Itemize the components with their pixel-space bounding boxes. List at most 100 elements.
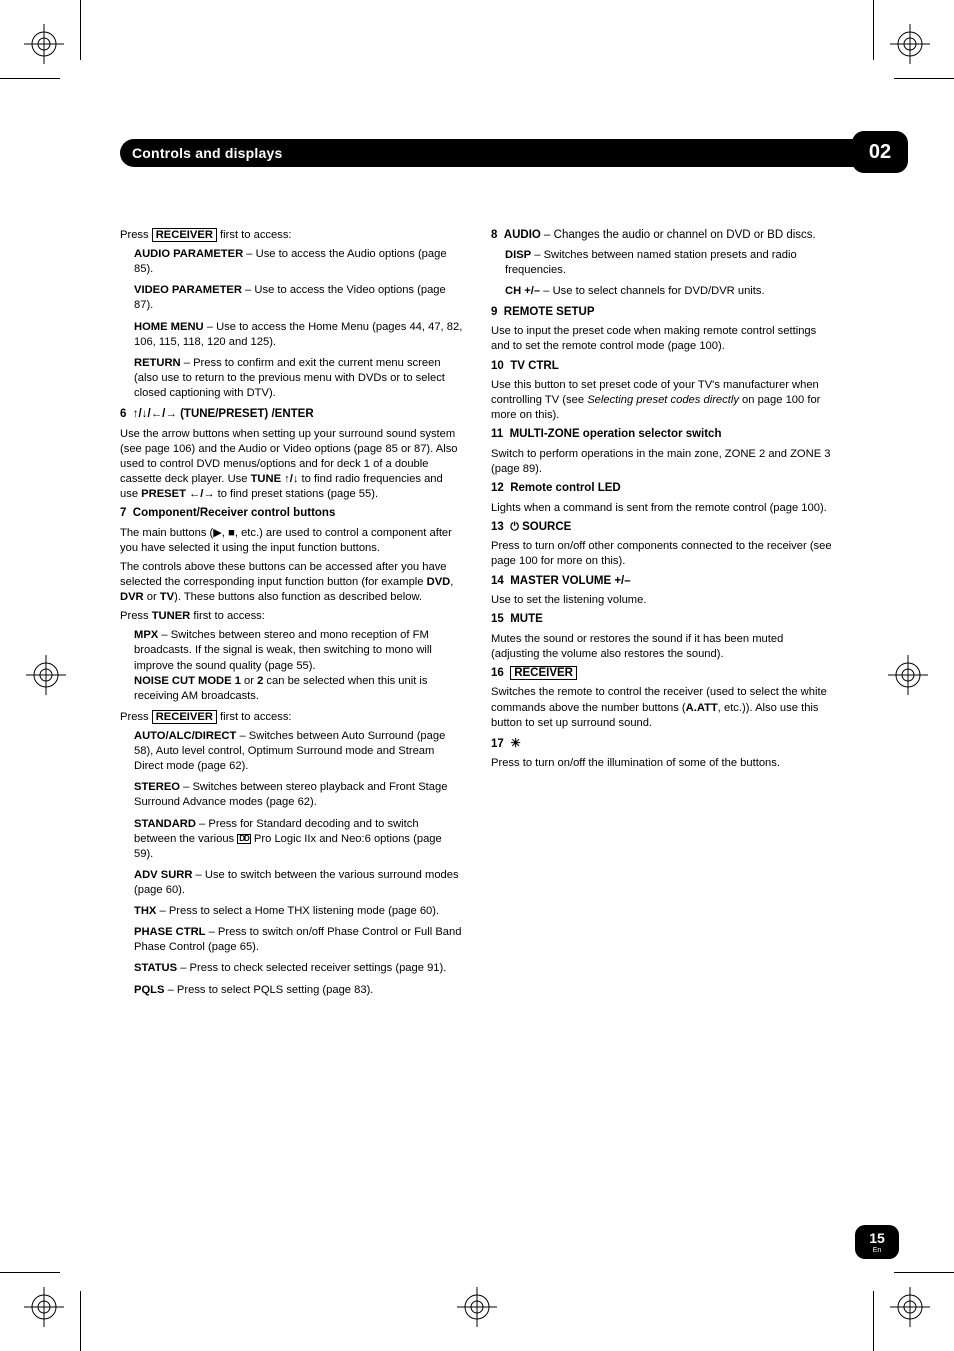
list-item: STANDARD – Press for Standard decoding a…	[134, 817, 463, 862]
crop-mark-icon	[873, 0, 874, 60]
heading-number: 14	[491, 575, 504, 587]
heading-number: 17	[491, 738, 504, 750]
heading-number: 13	[491, 521, 504, 533]
heading-number: 12	[491, 482, 504, 494]
light-icon	[510, 738, 521, 750]
arrow-icon: ←/→	[189, 488, 214, 500]
heading-number: 9	[491, 306, 497, 318]
paragraph: Use to set the listening volume.	[491, 593, 834, 608]
list-item: AUDIO PARAMETER – Use to access the Audi…	[134, 247, 463, 277]
registration-mark-icon	[888, 655, 928, 695]
page-number-badge: 15 En	[855, 1225, 899, 1259]
paragraph: Press to turn on/off the illumination of…	[491, 756, 834, 771]
paragraph: The main buttons (▶, ■, etc.) are used t…	[120, 526, 463, 556]
text: – Switches between named station presets…	[505, 249, 797, 276]
term: TUNER	[152, 610, 191, 622]
heading-number: 11	[491, 428, 503, 440]
registration-mark-icon	[24, 1287, 64, 1327]
text: first to access:	[217, 229, 292, 241]
term: DVR	[120, 591, 144, 603]
list-item: CH +/– – Use to select channels for DVD/…	[505, 284, 834, 299]
term: TUNE	[251, 473, 285, 485]
text: to find preset stations (page 55).	[215, 488, 379, 500]
term: AUDIO	[504, 229, 541, 241]
term: TV	[160, 591, 174, 603]
receiver-label-boxed: RECEIVER	[510, 666, 577, 680]
term: STEREO	[134, 781, 180, 793]
term: PRESET	[141, 488, 189, 500]
heading-text: MUTE	[510, 613, 543, 625]
registration-mark-icon	[24, 24, 64, 64]
chapter-badge: 02	[852, 131, 908, 173]
heading-text: Remote control LED	[510, 482, 621, 494]
term: ADV SURR	[134, 869, 192, 881]
paragraph: Use this button to set preset code of yo…	[491, 378, 834, 423]
numbered-heading: 8 AUDIO – Changes the audio or channel o…	[491, 228, 834, 244]
numbered-heading: 6 ↑/↓/←/→ (TUNE/PRESET) /ENTER	[120, 407, 463, 423]
term: AUTO/ALC/DIRECT	[134, 730, 236, 742]
crop-mark-icon	[873, 1291, 874, 1351]
term: CH +/–	[505, 285, 540, 297]
list-item: MPX – Switches between stereo and mono r…	[134, 628, 463, 704]
content-area: Press RECEIVER first to access: AUDIO PA…	[120, 228, 834, 1201]
list-item: VIDEO PARAMETER – Use to access the Vide…	[134, 283, 463, 313]
page-lang: En	[873, 1247, 882, 1254]
term: HOME MENU	[134, 321, 204, 333]
paragraph: Mutes the sound or restores the sound if…	[491, 632, 834, 662]
paragraph: Press to turn on/off other components co…	[491, 539, 834, 569]
heading-number: 10	[491, 360, 504, 372]
registration-mark-icon	[890, 1287, 930, 1327]
paragraph: Switches the remote to control the recei…	[491, 685, 834, 730]
term: VIDEO PARAMETER	[134, 284, 242, 296]
list-item: DISP – Switches between named station pr…	[505, 248, 834, 278]
text: The controls above these buttons can be …	[120, 561, 447, 588]
paragraph: The controls above these buttons can be …	[120, 560, 463, 605]
power-icon	[510, 521, 519, 533]
text: – Press to check selected receiver setti…	[177, 962, 446, 974]
dolby-icon: DD	[237, 834, 251, 844]
term: AUDIO PARAMETER	[134, 248, 243, 260]
reference-italic: Selecting preset codes directly	[587, 394, 739, 406]
term: STATUS	[134, 962, 177, 974]
numbered-heading: 9 REMOTE SETUP	[491, 305, 834, 321]
crop-mark-icon	[80, 0, 81, 60]
term: THX	[134, 905, 156, 917]
heading-number: 15	[491, 613, 504, 625]
paragraph: Press RECEIVER first to access:	[120, 228, 463, 243]
text: or	[144, 591, 160, 603]
term: DISP	[505, 249, 531, 261]
registration-mark-icon	[26, 655, 66, 695]
heading-text: REMOTE SETUP	[504, 306, 595, 318]
text: first to access:	[217, 711, 292, 723]
numbered-heading: 17	[491, 735, 834, 753]
text: – Changes the audio or channel on DVD or…	[541, 229, 816, 241]
numbered-heading: 7 Component/Receiver control buttons	[120, 506, 463, 522]
term: MPX	[134, 629, 158, 641]
left-column: Press RECEIVER first to access: AUDIO PA…	[120, 228, 463, 1201]
heading-number: 6	[120, 408, 126, 420]
term: RETURN	[134, 357, 181, 369]
term: STANDARD	[134, 818, 196, 830]
numbered-heading: 13 SOURCE	[491, 520, 834, 536]
numbered-heading: 12 Remote control LED	[491, 481, 834, 497]
section-title: Controls and displays	[120, 145, 282, 161]
text: – Switches between stereo playback and F…	[134, 781, 447, 808]
list-item: AUTO/ALC/DIRECT – Switches between Auto …	[134, 729, 463, 774]
term: DVD	[427, 576, 451, 588]
list-item: PQLS – Press to select PQLS setting (pag…	[134, 983, 463, 998]
crop-mark-icon	[894, 1272, 954, 1273]
crop-mark-icon	[80, 1291, 81, 1351]
heading-number: 7	[120, 507, 126, 519]
heading-text: (TUNE/PRESET) /ENTER	[177, 408, 314, 420]
list-item: HOME MENU – Use to access the Home Menu …	[134, 320, 463, 350]
page-number: 15	[869, 1231, 885, 1245]
numbered-heading: 14 MASTER VOLUME +/–	[491, 574, 834, 590]
numbered-heading: 11 MULTI-ZONE operation selector switch	[491, 427, 834, 443]
text: – Press to select a Home THX listening m…	[156, 905, 439, 917]
text: – Press to select PQLS setting (page 83)…	[164, 984, 373, 996]
section-header: Controls and displays	[120, 139, 906, 167]
text: – Switches between stereo and mono recep…	[134, 629, 432, 671]
paragraph: Lights when a command is sent from the r…	[491, 501, 834, 516]
text: – Press to confirm and exit the current …	[134, 357, 445, 399]
heading-text: Component/Receiver control buttons	[133, 507, 336, 519]
